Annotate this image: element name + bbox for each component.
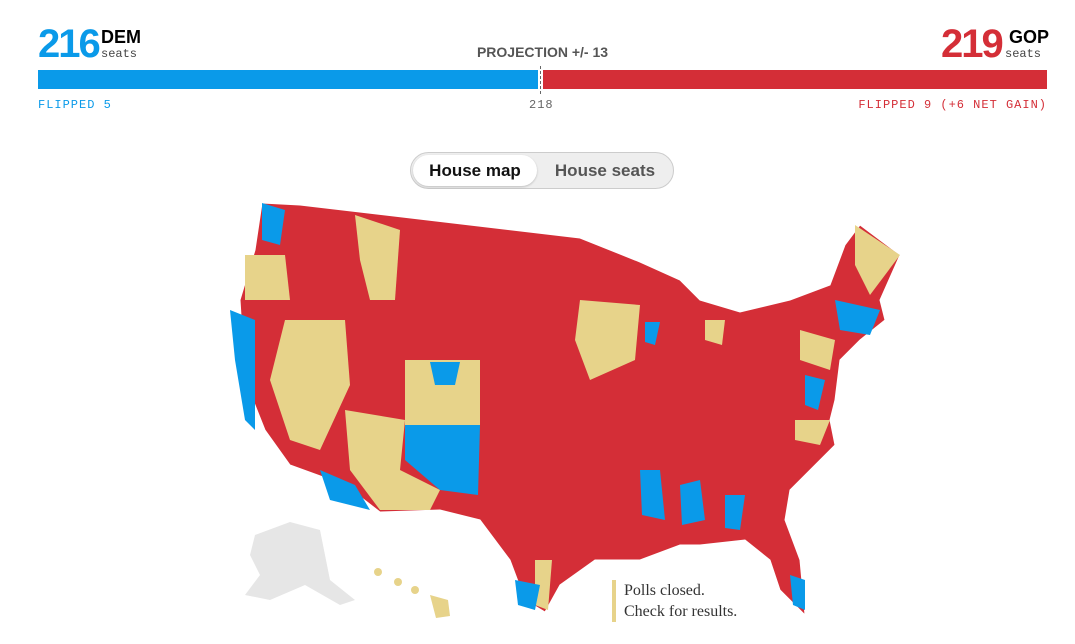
dem-seats-label: seats xyxy=(101,47,138,61)
gop-label: GOP xyxy=(1009,27,1050,47)
dem-flipped: FLIPPED 5 xyxy=(38,98,112,112)
tab-house-seats[interactable]: House seats xyxy=(554,161,656,180)
legend-line-1: Polls closed. xyxy=(624,582,705,599)
gop-seats-bar xyxy=(543,70,1047,89)
alaska xyxy=(245,522,355,605)
majority-line xyxy=(540,66,541,94)
hawaii xyxy=(374,568,450,618)
projection-label: PROJECTION +/- 13 xyxy=(476,44,609,60)
pending-districts xyxy=(245,215,900,610)
dem-seats-bar xyxy=(38,70,538,89)
gop-seat-count: 219 xyxy=(941,22,1004,66)
gop-seats-label: seats xyxy=(1005,47,1042,61)
gop-flipped: FLIPPED 9 (+6 NET GAIN) xyxy=(858,98,1047,112)
tab-house-map[interactable]: House map xyxy=(413,155,537,186)
dem-districts xyxy=(230,203,880,610)
view-toggle: House map House seats xyxy=(410,152,674,189)
dem-seat-count: 216 xyxy=(38,22,101,66)
majority-label: 218 xyxy=(529,98,554,112)
contiguous-us[interactable] xyxy=(239,202,901,617)
legend-line-2: Check for results. xyxy=(624,603,738,620)
map-legend: Polls closed. Check for results. xyxy=(612,580,737,622)
dem-label: DEM xyxy=(101,27,141,47)
